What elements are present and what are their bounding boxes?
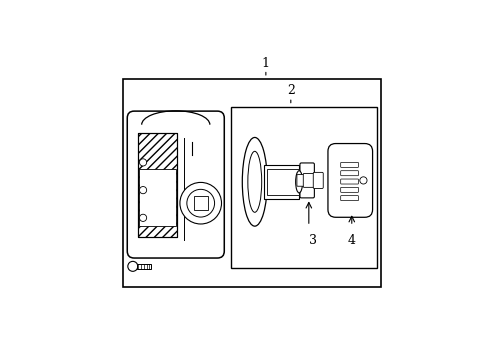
Bar <box>139 169 176 226</box>
FancyBboxPatch shape <box>340 179 358 184</box>
Circle shape <box>359 177 366 184</box>
FancyBboxPatch shape <box>313 172 323 188</box>
FancyBboxPatch shape <box>340 195 358 201</box>
FancyBboxPatch shape <box>303 174 316 187</box>
FancyBboxPatch shape <box>299 163 314 198</box>
Ellipse shape <box>247 151 261 212</box>
Bar <box>193 196 207 210</box>
Text: 4: 4 <box>347 234 355 247</box>
Bar <box>137 134 177 237</box>
Ellipse shape <box>242 138 267 226</box>
Circle shape <box>180 183 221 224</box>
FancyBboxPatch shape <box>340 162 358 167</box>
Circle shape <box>186 189 214 217</box>
FancyBboxPatch shape <box>340 171 358 176</box>
FancyBboxPatch shape <box>340 187 358 192</box>
Circle shape <box>139 159 146 166</box>
Bar <box>137 264 150 269</box>
Text: 3: 3 <box>308 234 316 247</box>
Bar <box>123 79 380 287</box>
Text: 1: 1 <box>261 57 269 69</box>
Circle shape <box>139 186 146 194</box>
Circle shape <box>127 261 138 271</box>
Text: 2: 2 <box>286 84 294 97</box>
FancyBboxPatch shape <box>127 111 224 258</box>
Ellipse shape <box>295 171 302 193</box>
FancyBboxPatch shape <box>296 175 305 186</box>
Bar <box>264 165 299 199</box>
Bar <box>231 107 376 268</box>
Circle shape <box>139 214 146 221</box>
Bar <box>267 169 299 195</box>
FancyBboxPatch shape <box>327 144 372 217</box>
Bar <box>137 134 177 237</box>
